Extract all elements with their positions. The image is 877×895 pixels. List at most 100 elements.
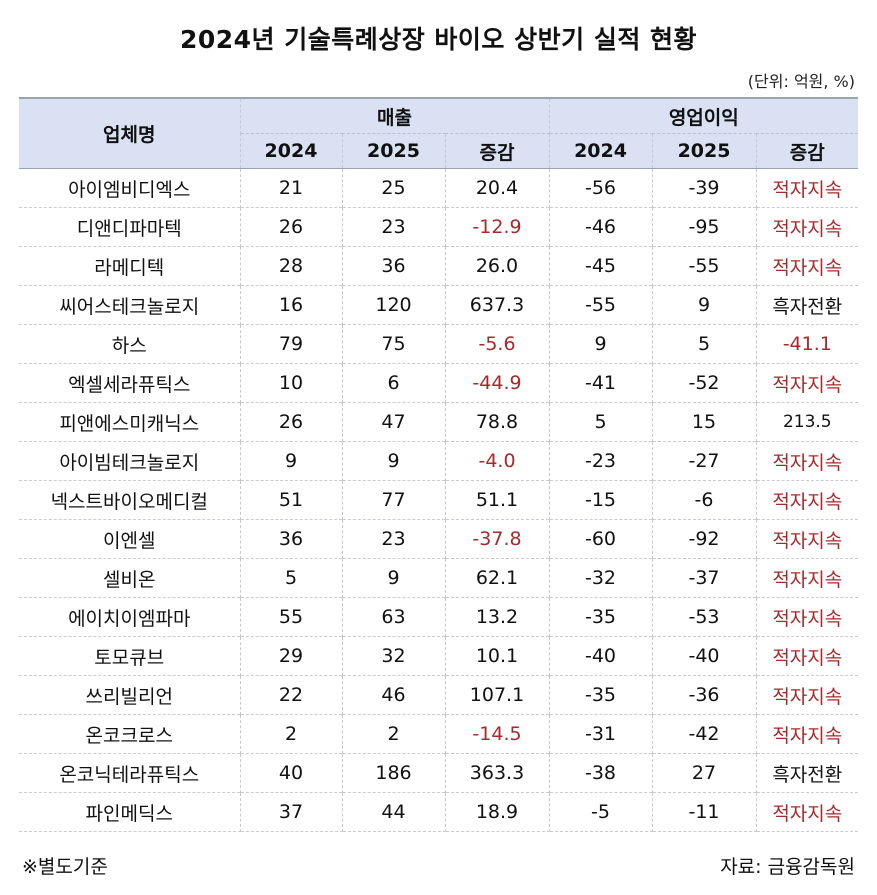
revenue-2025-cell: 2 <box>342 714 446 754</box>
revenue-2024-cell: 9 <box>240 441 343 481</box>
source-note: 자료: 금융감독원 <box>720 856 855 878</box>
header-revenue-change: 증감 <box>445 133 550 169</box>
op-change-cell: 적자지속 <box>756 714 859 754</box>
header-op-change: 증감 <box>756 133 859 169</box>
revenue-change-cell: 62.1 <box>445 558 550 598</box>
revenue-2024-cell: 36 <box>240 519 343 559</box>
company-name-cell: 디앤디파마텍 <box>19 207 241 247</box>
company-name-cell: 이엔셀 <box>19 519 241 559</box>
revenue-2025-cell: 6 <box>342 363 446 403</box>
company-name-cell: 쓰리빌리언 <box>19 675 241 715</box>
op-2025-cell: -6 <box>652 480 757 520</box>
company-name-cell: 에이치이엠파마 <box>19 597 241 637</box>
revenue-2024-cell: 21 <box>240 168 343 208</box>
revenue-change-cell: 26.0 <box>445 246 550 286</box>
op-2024-cell: 9 <box>549 324 653 364</box>
op-2025-cell: -39 <box>652 168 757 208</box>
page-title: 2024년 기술특례상장 바이오 상반기 실적 현황 <box>179 25 698 54</box>
op-change-cell: 적자지속 <box>756 441 859 481</box>
op-change-cell: 적자지속 <box>756 636 859 676</box>
op-change-cell: 적자지속 <box>756 480 859 520</box>
revenue-2024-cell: 51 <box>240 480 343 520</box>
performance-table: 업체명 매출 영업이익 2024 2025 증감 2024 2025 증감 아이… <box>19 97 859 832</box>
table-row: 아이빔테크놀로지 9 9 -4.0 -23 -27 적자지속 <box>19 441 859 481</box>
company-name-cell: 하스 <box>19 324 241 364</box>
revenue-2024-cell: 10 <box>240 363 343 403</box>
op-change-cell: 적자지속 <box>756 207 859 247</box>
op-2025-cell: -11 <box>652 792 757 832</box>
op-2024-cell: -45 <box>549 246 653 286</box>
revenue-2024-cell: 16 <box>240 285 343 325</box>
op-2025-cell: 9 <box>652 285 757 325</box>
company-name-cell: 아이빔테크놀로지 <box>19 441 241 481</box>
revenue-change-cell: -37.8 <box>445 519 550 559</box>
op-2025-cell: -40 <box>652 636 757 676</box>
table-row: 라메디텍 28 36 26.0 -45 -55 적자지속 <box>19 246 859 286</box>
company-name-cell: 엑셀세라퓨틱스 <box>19 363 241 403</box>
header-revenue: 매출 <box>240 97 550 134</box>
op-2025-cell: -55 <box>652 246 757 286</box>
op-2025-cell: -36 <box>652 675 757 715</box>
revenue-change-cell: 20.4 <box>445 168 550 208</box>
revenue-2024-cell: 29 <box>240 636 343 676</box>
header-revenue-2025: 2025 <box>342 133 446 169</box>
op-change-cell: 적자지속 <box>756 519 859 559</box>
op-2024-cell: -55 <box>549 285 653 325</box>
op-2024-cell: -38 <box>549 753 653 793</box>
table-row: 토모큐브 29 32 10.1 -40 -40 적자지속 <box>19 636 859 676</box>
table-row: 파인메딕스 37 44 18.9 -5 -11 적자지속 <box>19 792 859 832</box>
revenue-change-cell: -44.9 <box>445 363 550 403</box>
company-name-cell: 온코닉테라퓨틱스 <box>19 753 241 793</box>
revenue-change-cell: 13.2 <box>445 597 550 637</box>
revenue-2025-cell: 47 <box>342 402 446 442</box>
op-2024-cell: -46 <box>549 207 653 247</box>
revenue-change-cell: 78.8 <box>445 402 550 442</box>
table-row: 쓰리빌리언 22 46 107.1 -35 -36 적자지속 <box>19 675 859 715</box>
op-2024-cell: -35 <box>549 597 653 637</box>
table-row: 온코닉테라퓨틱스 40 186 363.3 -38 27 흑자전환 <box>19 753 859 793</box>
header-revenue-2024: 2024 <box>240 133 343 169</box>
revenue-change-cell: -4.0 <box>445 441 550 481</box>
op-2024-cell: -15 <box>549 480 653 520</box>
op-change-cell: 적자지속 <box>756 558 859 598</box>
op-2025-cell: 5 <box>652 324 757 364</box>
revenue-2025-cell: 9 <box>342 558 446 598</box>
revenue-change-cell: -14.5 <box>445 714 550 754</box>
company-name-cell: 피앤에스미캐닉스 <box>19 402 241 442</box>
table-row: 씨어스테크놀로지 16 120 637.3 -55 9 흑자전환 <box>19 285 859 325</box>
op-change-cell: 적자지속 <box>756 792 859 832</box>
company-name-cell: 셀비온 <box>19 558 241 598</box>
op-2024-cell: -60 <box>549 519 653 559</box>
revenue-change-cell: -12.9 <box>445 207 550 247</box>
header-operating-profit: 영업이익 <box>549 97 859 134</box>
op-2025-cell: -52 <box>652 363 757 403</box>
revenue-change-cell: 637.3 <box>445 285 550 325</box>
revenue-2025-cell: 63 <box>342 597 446 637</box>
table-row: 디앤디파마텍 26 23 -12.9 -46 -95 적자지속 <box>19 207 859 247</box>
revenue-2025-cell: 32 <box>342 636 446 676</box>
revenue-2024-cell: 40 <box>240 753 343 793</box>
op-2024-cell: -41 <box>549 363 653 403</box>
footnote: ※별도기준 <box>22 856 108 878</box>
revenue-2025-cell: 120 <box>342 285 446 325</box>
op-change-cell: 적자지속 <box>756 363 859 403</box>
op-2024-cell: 5 <box>549 402 653 442</box>
revenue-2025-cell: 46 <box>342 675 446 715</box>
revenue-2025-cell: 77 <box>342 480 446 520</box>
op-change-cell: 213.5 <box>756 402 859 442</box>
op-2024-cell: -23 <box>549 441 653 481</box>
revenue-2025-cell: 23 <box>342 519 446 559</box>
revenue-change-cell: 10.1 <box>445 636 550 676</box>
revenue-2025-cell: 75 <box>342 324 446 364</box>
table-row: 온코크로스 2 2 -14.5 -31 -42 적자지속 <box>19 714 859 754</box>
table-row: 아이엠비디엑스 21 25 20.4 -56 -39 적자지속 <box>19 168 859 208</box>
table-row: 셀비온 5 9 62.1 -32 -37 적자지속 <box>19 558 859 598</box>
table-row: 에이치이엠파마 55 63 13.2 -35 -53 적자지속 <box>19 597 859 637</box>
revenue-2024-cell: 28 <box>240 246 343 286</box>
op-2025-cell: -95 <box>652 207 757 247</box>
op-2025-cell: -53 <box>652 597 757 637</box>
revenue-2024-cell: 2 <box>240 714 343 754</box>
op-2024-cell: -5 <box>549 792 653 832</box>
op-change-cell: 적자지속 <box>756 246 859 286</box>
header-op-2025: 2025 <box>652 133 757 169</box>
